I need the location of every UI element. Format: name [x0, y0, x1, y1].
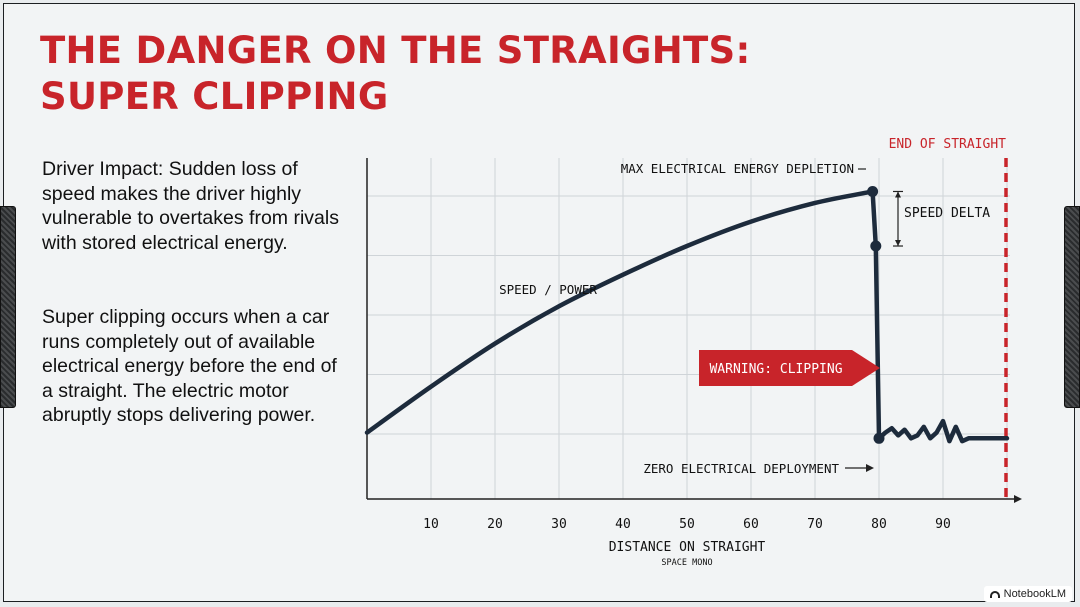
x-tick-label: 60 — [743, 517, 759, 532]
x-axis-sublabel: SPACE MONO — [661, 558, 712, 568]
x-tick-label: 70 — [807, 517, 823, 532]
speed-delta-arrow-icon — [895, 191, 901, 247]
speed-power-series-line — [364, 189, 1010, 444]
speed-delta-label: SPEED DELTA — [904, 206, 990, 221]
x-tick-label: 90 — [935, 517, 951, 532]
key-point-marker — [867, 185, 879, 197]
x-tick-label: 30 — [551, 517, 567, 532]
super-clipping-paragraph: Super clipping occurs when a car runs co… — [42, 306, 337, 426]
key-point-marker — [870, 240, 882, 252]
max-depletion-label: MAX ELECTRICAL ENERGY DEPLETION — [621, 161, 854, 176]
title-line-1: THE DANGER ON THE STRAIGHTS: — [40, 29, 751, 72]
x-tick-label: 80 — [871, 517, 887, 532]
left-rail-decoration — [0, 206, 16, 408]
x-tick-label: 10 — [423, 517, 439, 532]
driver-impact-paragraph: Driver Impact: Sudden loss of speed make… — [42, 158, 339, 254]
x-axis-label: DISTANCE ON STRAIGHT — [609, 540, 766, 555]
title-line-2: SUPER CLIPPING — [40, 75, 389, 118]
x-tick-label: 20 — [487, 517, 503, 532]
warning-banner — [699, 350, 880, 386]
page-title: THE DANGER ON THE STRAIGHTS: SUPER CLIPP… — [40, 28, 751, 120]
notebooklm-watermark: NotebookLM — [983, 586, 1072, 602]
notebooklm-logo-icon — [989, 590, 1000, 598]
series-label-speed-power: SPEED / POWER — [499, 282, 597, 297]
zero-deployment-arrow-icon — [866, 464, 874, 472]
zero-deployment-label: ZERO ELECTRICAL DEPLOYMENT — [643, 461, 839, 476]
end-of-straight-label: END OF STRAIGHT — [889, 137, 1007, 152]
slide — [3, 3, 1075, 602]
x-tick-label: 40 — [615, 517, 631, 532]
warning-clipping-label: WARNING: CLIPPING — [709, 362, 842, 377]
watermark-label: NotebookLM — [1003, 588, 1066, 600]
x-tick-label: 50 — [679, 517, 695, 532]
x-axis-arrow-icon — [1014, 495, 1022, 503]
key-point-marker — [873, 432, 885, 444]
